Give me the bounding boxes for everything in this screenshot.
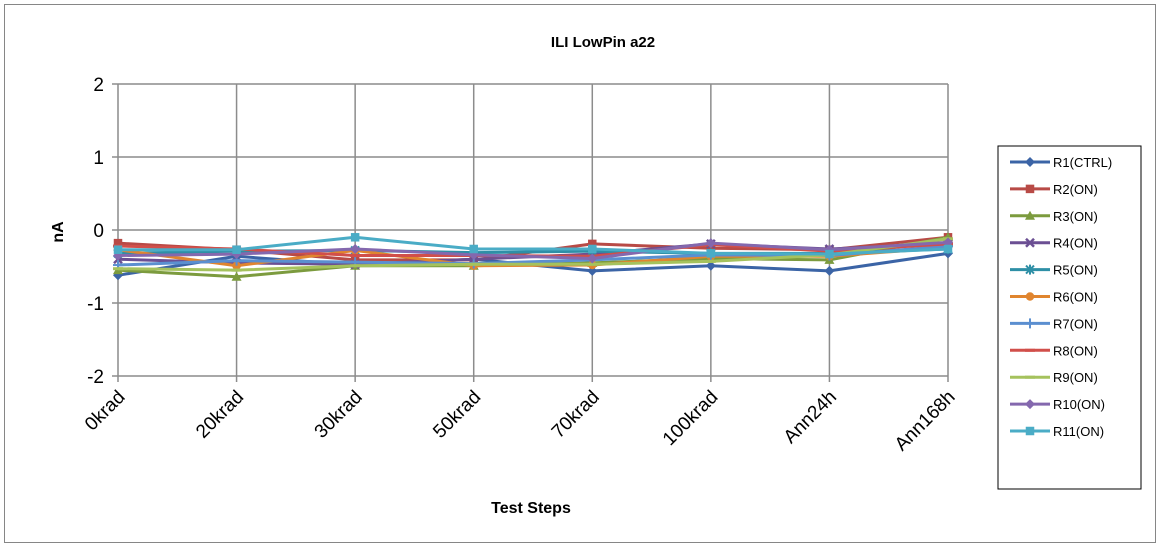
legend-label: R1(CTRL)	[1053, 155, 1112, 170]
legend-item: R1(CTRL)	[1010, 155, 1112, 170]
legend-swatch-marker	[1025, 426, 1035, 436]
legend-item: R10(ON)	[1010, 397, 1105, 412]
legend-item: R4(ON)	[1010, 236, 1098, 251]
data-point	[943, 244, 953, 254]
legend-item: R8(ON)	[1010, 343, 1098, 358]
data-point	[113, 238, 123, 248]
x-tick-label: 100krad	[659, 387, 722, 450]
legend-item: R11(ON)	[1010, 424, 1104, 439]
legend-swatch-marker	[1025, 318, 1035, 329]
legend-label: R8(ON)	[1053, 343, 1098, 358]
legend: R1(CTRL) R2(ON) R3(ON) R4(ON) R5(ON) R6(ON) R7…	[997, 145, 1142, 490]
data-point	[705, 238, 716, 249]
data-point	[588, 244, 597, 254]
x-tick-label: 30krad	[311, 387, 367, 443]
data-point	[706, 244, 716, 253]
data-point	[113, 245, 123, 254]
marker-stroke	[1025, 237, 1035, 248]
legend-swatch-marker	[1025, 264, 1035, 275]
data-point	[706, 249, 716, 258]
legend-label: R4(ON)	[1053, 236, 1098, 251]
y-tick-label: 0	[93, 221, 104, 242]
data-point	[231, 271, 242, 281]
data-point	[825, 249, 834, 259]
legend-item: R9(ON)	[1010, 370, 1098, 385]
legend-label: R7(ON)	[1053, 316, 1098, 331]
x-tick-label: 20krad	[192, 387, 248, 443]
chart-title: ILI LowPin a22	[551, 34, 655, 51]
x-tick-label: 0krad	[81, 387, 129, 435]
legend-item: R5(ON)	[1010, 263, 1098, 278]
series-line	[117, 240, 949, 260]
x-tick-label: Ann168h	[891, 387, 960, 456]
legend-swatch-marker	[1025, 184, 1035, 194]
data-point	[232, 245, 241, 254]
data-point	[587, 253, 598, 264]
legend-label: R2(ON)	[1053, 182, 1098, 197]
data-point	[469, 244, 478, 254]
legend-label: R10(ON)	[1053, 397, 1105, 412]
legend-swatch-marker	[1025, 237, 1035, 248]
legend-item: R6(ON)	[1010, 290, 1098, 305]
legend-swatch-marker	[1025, 157, 1035, 167]
x-tick-label: Ann24h	[780, 387, 841, 448]
legend-swatch-marker	[1025, 292, 1035, 301]
grid	[112, 83, 949, 382]
legend-label: R3(ON)	[1053, 209, 1098, 224]
plot-area	[113, 232, 953, 281]
legend-item: R3(ON)	[1010, 209, 1098, 224]
series-line	[117, 237, 949, 272]
x-tick-label: 50krad	[429, 387, 485, 443]
series-R11(ON)	[113, 233, 953, 259]
legend-label: R5(ON)	[1053, 263, 1098, 278]
legend-item: R7(ON)	[1010, 316, 1098, 331]
data-point	[705, 260, 716, 271]
legend-label: R11(ON)	[1053, 424, 1104, 439]
data-point	[350, 243, 361, 254]
series-line	[118, 235, 949, 256]
data-point	[588, 239, 597, 249]
x-axis-title: Test Steps	[491, 500, 571, 517]
legend-label: R9(ON)	[1053, 370, 1098, 385]
data-point	[824, 265, 835, 276]
y-tick-label: 2	[93, 75, 104, 96]
data-point	[350, 233, 360, 242]
legend-swatch-marker	[1025, 399, 1035, 410]
y-axis-title: nA	[50, 221, 67, 243]
legend-swatch-marker	[1025, 210, 1035, 220]
x-tick-label: 70krad	[548, 387, 604, 443]
y-tick-label: 1	[93, 148, 104, 169]
y-tick-labels: 2 1 0 -1 -2	[87, 75, 104, 388]
legend-item: R2(ON)	[1010, 182, 1098, 197]
y-tick-label: -1	[87, 294, 104, 315]
x-tick-labels: 0krad 20krad 30krad 50krad 70krad 100krad Ann2…	[81, 387, 959, 456]
legend-label: R6(ON)	[1053, 290, 1098, 305]
y-tick-label: -2	[87, 367, 104, 388]
data-point	[232, 261, 241, 271]
